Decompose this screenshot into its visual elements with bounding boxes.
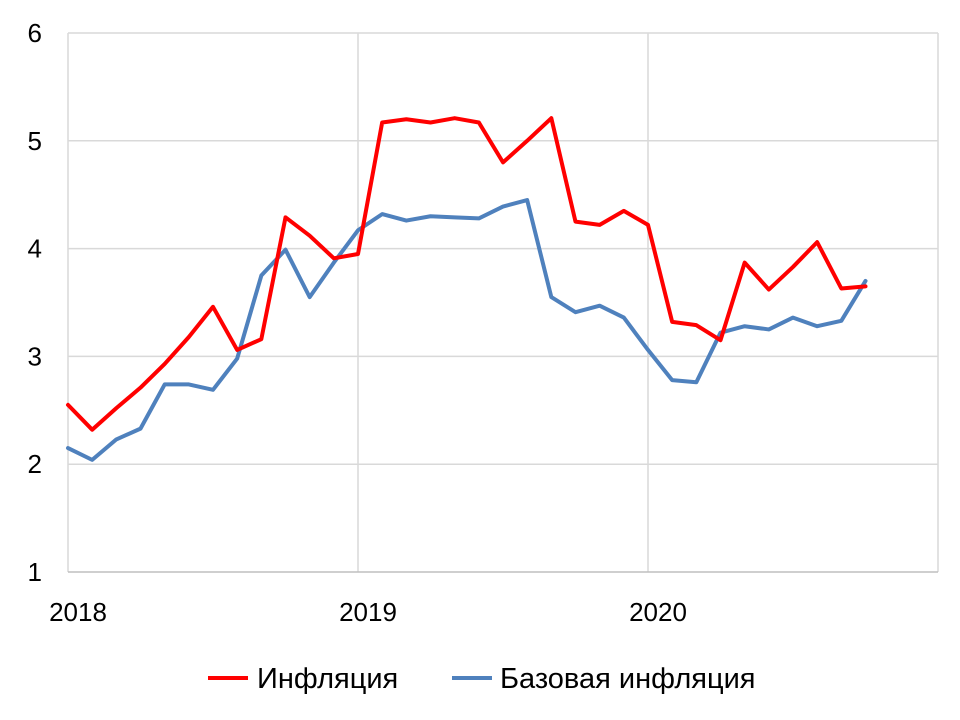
axis-layer: 1 2 3 4 5 6 2018 2019 2020	[28, 18, 938, 627]
series-layer	[66, 116, 868, 462]
legend-item-inflation: Инфляция	[208, 663, 398, 695]
y-tick-label: 2	[28, 449, 42, 479]
y-tick-label: 5	[28, 126, 42, 156]
y-tick-label: 6	[28, 18, 42, 48]
grid-layer	[67, 32, 939, 572]
legend: Инфляция Базовая инфляция	[208, 663, 755, 695]
x-tick-label: 2020	[629, 597, 687, 627]
y-tick-label: 3	[28, 341, 42, 371]
legend-label: Базовая инфляция	[500, 663, 755, 695]
x-tick-label: 2019	[339, 597, 397, 627]
x-tick-label: 2018	[49, 597, 107, 627]
series-line-core-inflation	[66, 198, 868, 462]
y-tick-label: 1	[28, 557, 42, 587]
legend-label: Инфляция	[257, 663, 398, 695]
y-tick-label: 4	[28, 234, 42, 264]
series-line-inflation	[66, 116, 868, 432]
legend-item-core-inflation: Базовая инфляция	[452, 663, 755, 695]
